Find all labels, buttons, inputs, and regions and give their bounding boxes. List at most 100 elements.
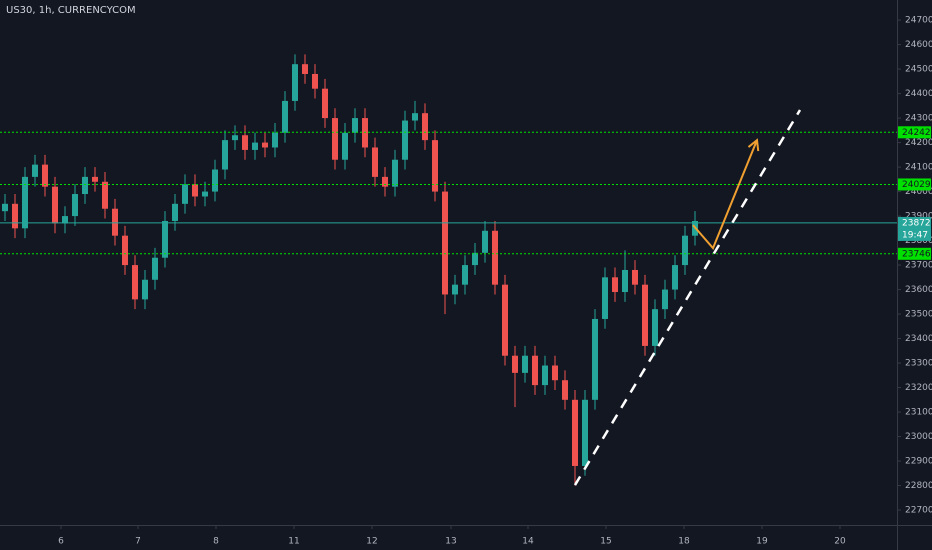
candle-body (382, 176, 388, 187)
candle-body (42, 164, 48, 187)
y-tick-label: 23300 (905, 359, 932, 369)
candle-body (472, 252, 478, 266)
chart-title: US30, 1h, CURRENCYCOM (6, 5, 136, 16)
candle-body (152, 257, 158, 280)
candle-body (502, 284, 508, 356)
candle-body (282, 100, 288, 133)
y-tick-label: 24600 (905, 40, 932, 50)
y-tick-label: 22900 (905, 457, 932, 467)
candle-body (372, 147, 378, 177)
candle-body (32, 164, 38, 177)
x-tick-label: 13 (445, 537, 456, 547)
candle-body (172, 203, 178, 221)
candle-body (552, 365, 558, 381)
x-tick-label: 12 (366, 537, 377, 547)
candle-body (222, 140, 228, 170)
candle-body (142, 279, 148, 300)
candle-body (402, 120, 408, 160)
y-tick-label: 23600 (905, 285, 932, 295)
candle-body (232, 135, 238, 141)
y-tick-label: 24100 (905, 163, 932, 173)
candle-body (292, 64, 298, 101)
y-tick-label: 22800 (905, 481, 932, 491)
candle-body (182, 184, 188, 204)
price-label: 24242 (902, 128, 931, 138)
candle-body (672, 265, 678, 290)
x-tick-label: 15 (600, 537, 611, 547)
candle-body (262, 142, 268, 148)
candle-body (662, 289, 668, 310)
candle-body (582, 399, 588, 466)
y-tick-label: 23200 (905, 383, 932, 393)
y-tick-label: 23100 (905, 408, 932, 418)
y-tick-label: 23400 (905, 334, 932, 344)
candle-body (102, 181, 108, 209)
x-tick-label: 7 (135, 537, 141, 547)
candle-body (572, 399, 578, 466)
candle-body (532, 355, 538, 386)
candle-body (92, 176, 98, 182)
y-tick-label: 24200 (905, 138, 932, 148)
candle-body (162, 220, 168, 258)
candle-body (252, 142, 258, 150)
candle-body (642, 284, 648, 346)
candle-body (492, 230, 498, 285)
y-tick-label: 23000 (905, 432, 932, 442)
candle-body (122, 235, 128, 266)
candle-body (302, 64, 308, 74)
candle-body (12, 203, 18, 229)
y-tick-label: 24000 (905, 187, 932, 197)
candle-body (192, 184, 198, 197)
price-label-box (898, 216, 931, 241)
candle-body (272, 132, 278, 148)
candle-body (62, 216, 68, 224)
trendline (573, 109, 802, 486)
candle-body (332, 118, 338, 160)
y-tick-label: 24500 (905, 65, 932, 75)
candle-body (392, 159, 398, 187)
candle-body (452, 284, 458, 295)
candle-body (72, 194, 78, 217)
x-tick-label: 6 (58, 537, 64, 547)
candle-body (1, 203, 8, 212)
candle-body (422, 113, 428, 141)
y-tick-label: 23700 (905, 261, 932, 271)
y-tick-label: 23900 (905, 212, 932, 222)
y-tick-label: 24300 (905, 114, 932, 124)
candle-body (482, 230, 488, 253)
candle-body (432, 140, 438, 192)
candle-body (342, 132, 348, 160)
candle-body (462, 265, 468, 285)
candle-body (212, 169, 218, 192)
countdown-label: 19:47 (902, 230, 928, 240)
candle-body (682, 235, 688, 266)
candle-body (622, 269, 628, 293)
y-tick-label: 22700 (905, 506, 932, 516)
price-label-box (898, 247, 931, 260)
arrow-head (747, 138, 760, 152)
candle-body (522, 355, 528, 373)
candle-body (352, 118, 358, 133)
x-tick-label: 19 (756, 537, 768, 547)
candle-body (22, 176, 28, 229)
price-label: 23746 (902, 249, 931, 259)
candle-body (112, 208, 118, 236)
price-label-box (898, 178, 931, 191)
candle-body (442, 191, 448, 295)
projection-arrow (692, 139, 758, 251)
candle-body (612, 277, 618, 293)
candle-body (322, 88, 328, 119)
price-label: 23872 (902, 218, 931, 228)
candle-body (602, 277, 608, 319)
candle-body (542, 365, 548, 386)
candle-body (632, 269, 638, 285)
x-tick-label: 8 (213, 537, 219, 547)
y-tick-label: 24400 (905, 89, 932, 99)
y-tick-label: 24700 (905, 16, 932, 26)
candle-body (132, 265, 138, 300)
x-tick-label: 18 (678, 537, 690, 547)
candle-body (512, 355, 518, 373)
candle-body (312, 73, 318, 89)
price-label-box (898, 126, 931, 139)
